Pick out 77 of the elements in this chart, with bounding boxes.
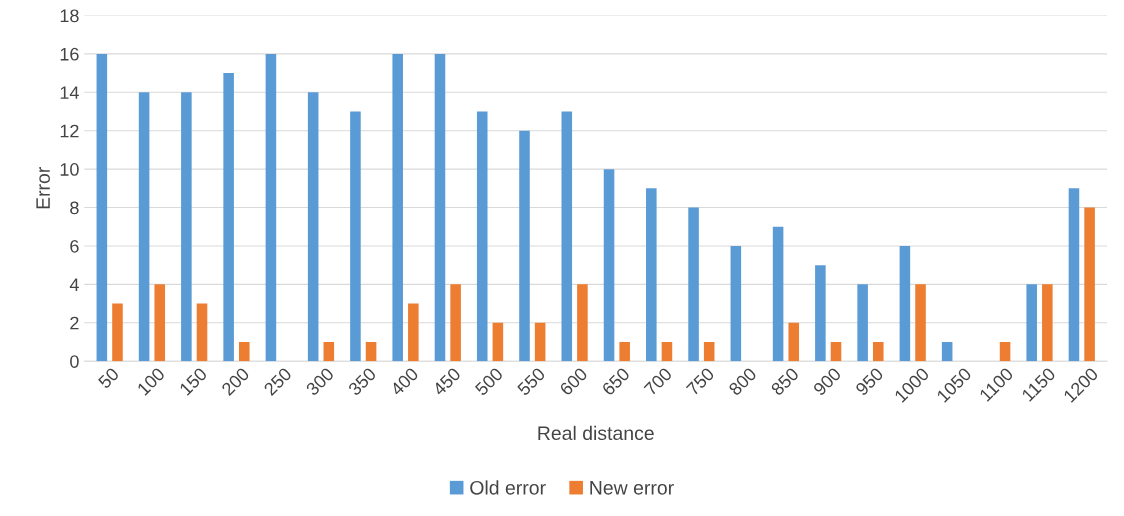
y-tick-label: 2 xyxy=(70,316,79,330)
bar xyxy=(196,303,208,362)
x-tick-label: 200 xyxy=(220,366,251,397)
bar xyxy=(788,322,800,362)
x-tick-label: 350 xyxy=(347,366,377,397)
bar xyxy=(772,226,784,362)
legend-label: Old error xyxy=(470,480,546,495)
y-tick-label: 4 xyxy=(69,278,79,291)
x-tick-label: 50 xyxy=(97,366,120,390)
legend-label: New error xyxy=(590,481,674,495)
bar xyxy=(1042,284,1053,362)
bar xyxy=(941,341,953,362)
bar xyxy=(1068,188,1080,362)
bar xyxy=(434,53,446,362)
bar xyxy=(323,341,335,362)
y-tick-label: 14 xyxy=(60,86,79,99)
x-tick-label: 750 xyxy=(685,366,715,397)
bar xyxy=(307,92,319,362)
y-tick-label: 12 xyxy=(60,124,79,138)
bar xyxy=(915,284,926,362)
bar xyxy=(730,245,742,362)
bar xyxy=(181,92,192,362)
bar xyxy=(408,303,419,362)
bar xyxy=(646,188,657,362)
y-tick-label: 6 xyxy=(70,239,79,253)
bar xyxy=(688,207,699,362)
bar xyxy=(815,265,826,362)
x-tick-label: 800 xyxy=(727,366,758,397)
bar xyxy=(703,341,715,362)
bar xyxy=(350,111,361,362)
y-tick-label: 18 xyxy=(60,9,79,23)
bar xyxy=(223,73,234,362)
x-tick-label: 550 xyxy=(516,366,546,397)
bar xyxy=(872,341,884,362)
x-tick-label: 450 xyxy=(431,366,462,397)
bar xyxy=(519,130,530,362)
bar xyxy=(857,284,868,362)
y-tick-label: 8 xyxy=(70,201,79,215)
y-tick-label: 16 xyxy=(60,47,79,61)
bar xyxy=(238,341,250,362)
x-tick-label: 600 xyxy=(558,366,589,397)
bar xyxy=(661,341,673,362)
x-tick-label: 900 xyxy=(812,366,842,397)
bar xyxy=(492,322,504,362)
x-tick-label: 100 xyxy=(136,366,166,396)
bar xyxy=(830,341,842,362)
x-tick-label: 400 xyxy=(389,366,420,397)
bar xyxy=(899,245,911,362)
x-tick-label: 500 xyxy=(474,366,504,397)
bar xyxy=(577,284,588,362)
bar xyxy=(999,341,1011,362)
bar xyxy=(561,111,573,362)
y-axis-title: Error xyxy=(36,167,50,209)
bar xyxy=(265,53,277,362)
bar xyxy=(1084,207,1095,362)
x-tick-label: 850 xyxy=(770,366,800,397)
bar xyxy=(476,111,488,362)
x-tick-label: 150 xyxy=(178,366,208,396)
bar xyxy=(1026,284,1037,362)
bar xyxy=(534,322,546,362)
bar xyxy=(112,303,123,362)
bar xyxy=(619,341,630,362)
bar xyxy=(96,53,108,362)
x-tick-label: 950 xyxy=(854,366,885,397)
y-tick-label: 10 xyxy=(60,163,79,176)
x-axis-title: Real distance xyxy=(538,425,654,441)
bar xyxy=(154,284,166,362)
x-tick-label: 250 xyxy=(263,366,293,397)
x-tick-label: 650 xyxy=(601,366,631,397)
bar xyxy=(138,92,150,362)
bar xyxy=(603,169,615,362)
y-tick-label: 0 xyxy=(70,355,79,368)
x-tick-label: 300 xyxy=(305,366,335,397)
x-tick-label: 700 xyxy=(643,366,673,397)
bar xyxy=(450,284,461,362)
bar xyxy=(365,341,377,362)
bar xyxy=(392,53,403,362)
